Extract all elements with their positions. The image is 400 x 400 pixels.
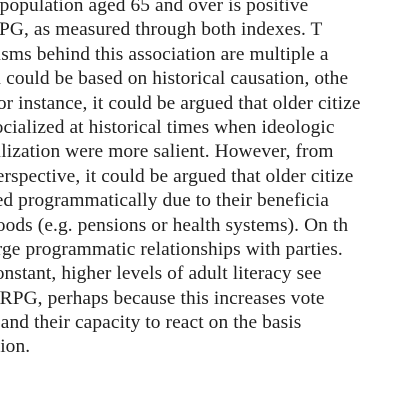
text-line-10: goods (e.g. pensions or health systems).… bbox=[0, 214, 349, 236]
text-line-4: m could be based on historical causation… bbox=[0, 68, 349, 90]
text-line-11: orge programmatic relationships with par… bbox=[0, 238, 343, 260]
text-line-2: RPG, as measured through both indexes. T bbox=[0, 19, 323, 41]
text-line-7: bilization were more salient. However, f… bbox=[0, 141, 334, 163]
text-line-8: perspective, it could be argued that old… bbox=[0, 165, 354, 187]
text-line-6: socialized at historical times when ideo… bbox=[0, 116, 335, 138]
text-line-12: constant, higher levels of adult literac… bbox=[0, 263, 322, 285]
text-line-14: n and their capacity to react on the bas… bbox=[0, 312, 302, 334]
text-line-15: ation. bbox=[0, 336, 31, 358]
text-line-1: e population aged 65 and over is positiv… bbox=[0, 0, 309, 16]
text-line-3: nisms behind this association are multip… bbox=[0, 43, 329, 65]
body-paragraph: e population aged 65 and over is positiv… bbox=[0, 0, 361, 358]
text-line-9: zed programmatically due to their benefi… bbox=[0, 190, 329, 212]
text-line-13: e RPG, perhaps because this increases vo… bbox=[0, 287, 325, 309]
text-line-5: For instance, it could be argued that ol… bbox=[0, 92, 361, 114]
